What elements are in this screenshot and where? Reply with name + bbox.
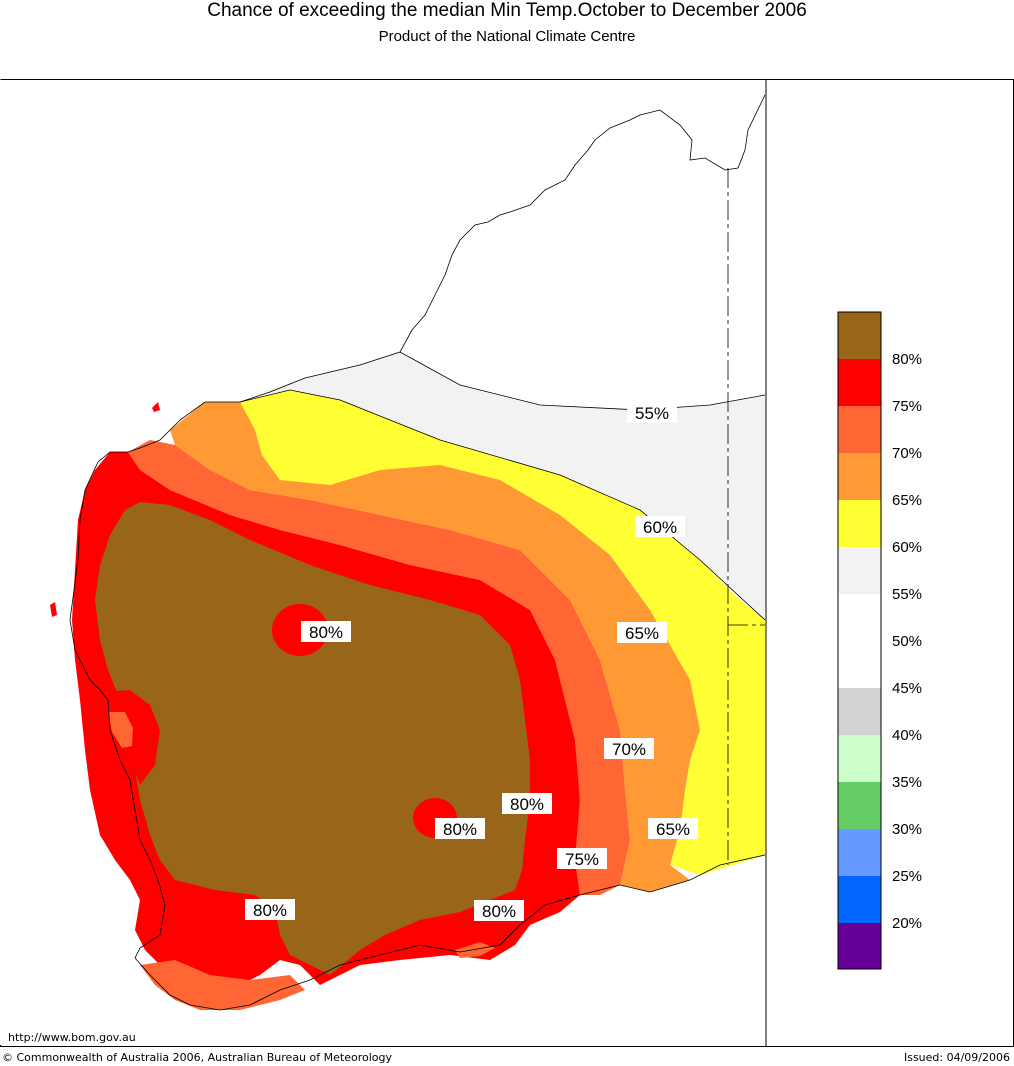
svg-text:70%: 70% [612, 740, 646, 759]
footer-issued-date: Issued: 04/09/2006 [903, 1051, 1010, 1064]
legend-swatch-30-35 [838, 782, 881, 829]
contour-label: 80% [474, 900, 524, 921]
svg-text:65%: 65% [625, 624, 659, 643]
legend-swatch-below-20 [838, 923, 881, 969]
svg-text:75%: 75% [565, 850, 599, 869]
legend-swatch-40-45 [838, 688, 881, 735]
legend-swatch-50-55 [838, 594, 881, 641]
legend-label: 80% [892, 351, 923, 368]
island-north [152, 402, 160, 412]
band-60-65 [240, 390, 765, 875]
svg-text:80%: 80% [253, 901, 287, 920]
contour-label: 70% [604, 738, 654, 759]
legend-label: 40% [892, 727, 923, 744]
legend-swatch-80-plus [838, 312, 881, 359]
legend-swatch-70-75 [838, 406, 881, 453]
map-title: Chance of exceeding the median Min Temp.… [207, 0, 807, 21]
band-70-75-south-coast [455, 942, 495, 958]
legend-label: 60% [892, 539, 923, 556]
legend [837, 311, 882, 970]
svg-text:80%: 80% [482, 902, 516, 921]
map-subtitle: Product of the National Climate Centre [378, 28, 636, 45]
contour-labels: 55% 60% 65% 80% 70% 80% 65% 80% 75% 80% … [245, 402, 698, 921]
legend-label: 75% [892, 398, 923, 415]
legend-label: 50% [892, 633, 923, 650]
legend-swatch-35-40 [838, 735, 881, 782]
legend-border [837, 311, 882, 970]
band-65-70 [170, 402, 700, 892]
legend-label: 55% [892, 586, 923, 603]
legend-swatch-45-50 [838, 641, 881, 688]
band-80-plus [95, 502, 530, 975]
legend-label: 35% [892, 774, 923, 791]
svg-text:55%: 55% [635, 404, 669, 423]
legend-label: 30% [892, 821, 923, 838]
legend-label: 25% [892, 868, 923, 885]
contour-label: 75% [557, 848, 607, 869]
legend-label: 70% [892, 445, 923, 462]
contour-label: 80% [502, 793, 552, 814]
legend-swatch-60-65 [838, 500, 881, 547]
footer-copyright: © Commonwealth of Australia 2006, Austra… [2, 1051, 392, 1064]
svg-text:80%: 80% [443, 820, 477, 839]
legend-swatch-65-70 [838, 453, 881, 500]
contour-line-60 [239, 389, 766, 621]
footer-url-link[interactable]: http://www.bom.gov.au [8, 1031, 136, 1044]
band-70-75-west-coast [108, 712, 133, 748]
island-west [50, 602, 57, 617]
svg-text:80%: 80% [510, 795, 544, 814]
contour-label: 80% [435, 818, 485, 839]
contour-label: 55% [627, 402, 677, 423]
contour-label: 65% [648, 818, 698, 839]
legend-swatch-25-30 [838, 829, 881, 876]
legend-swatch-75-80 [838, 359, 881, 406]
legend-swatch-20-25 [838, 876, 881, 923]
svg-text:60%: 60% [643, 518, 677, 537]
band-70-75-south [140, 960, 305, 1010]
contour-label: 80% [301, 621, 351, 642]
contour-line-55 [399, 351, 766, 411]
legend-swatch-55-60 [838, 547, 881, 594]
legend-label: 45% [892, 680, 923, 697]
coastline [69, 94, 766, 1011]
band-70-75 [128, 440, 630, 895]
band-75-80-inland-north [272, 604, 328, 656]
legend-label: 65% [892, 492, 923, 509]
svg-text:65%: 65% [656, 820, 690, 839]
contour-label: 60% [635, 516, 685, 537]
contour-label: 65% [617, 622, 667, 643]
contour-label: 80% [245, 899, 295, 920]
svg-text:80%: 80% [309, 623, 343, 642]
legend-label: 20% [892, 915, 923, 932]
